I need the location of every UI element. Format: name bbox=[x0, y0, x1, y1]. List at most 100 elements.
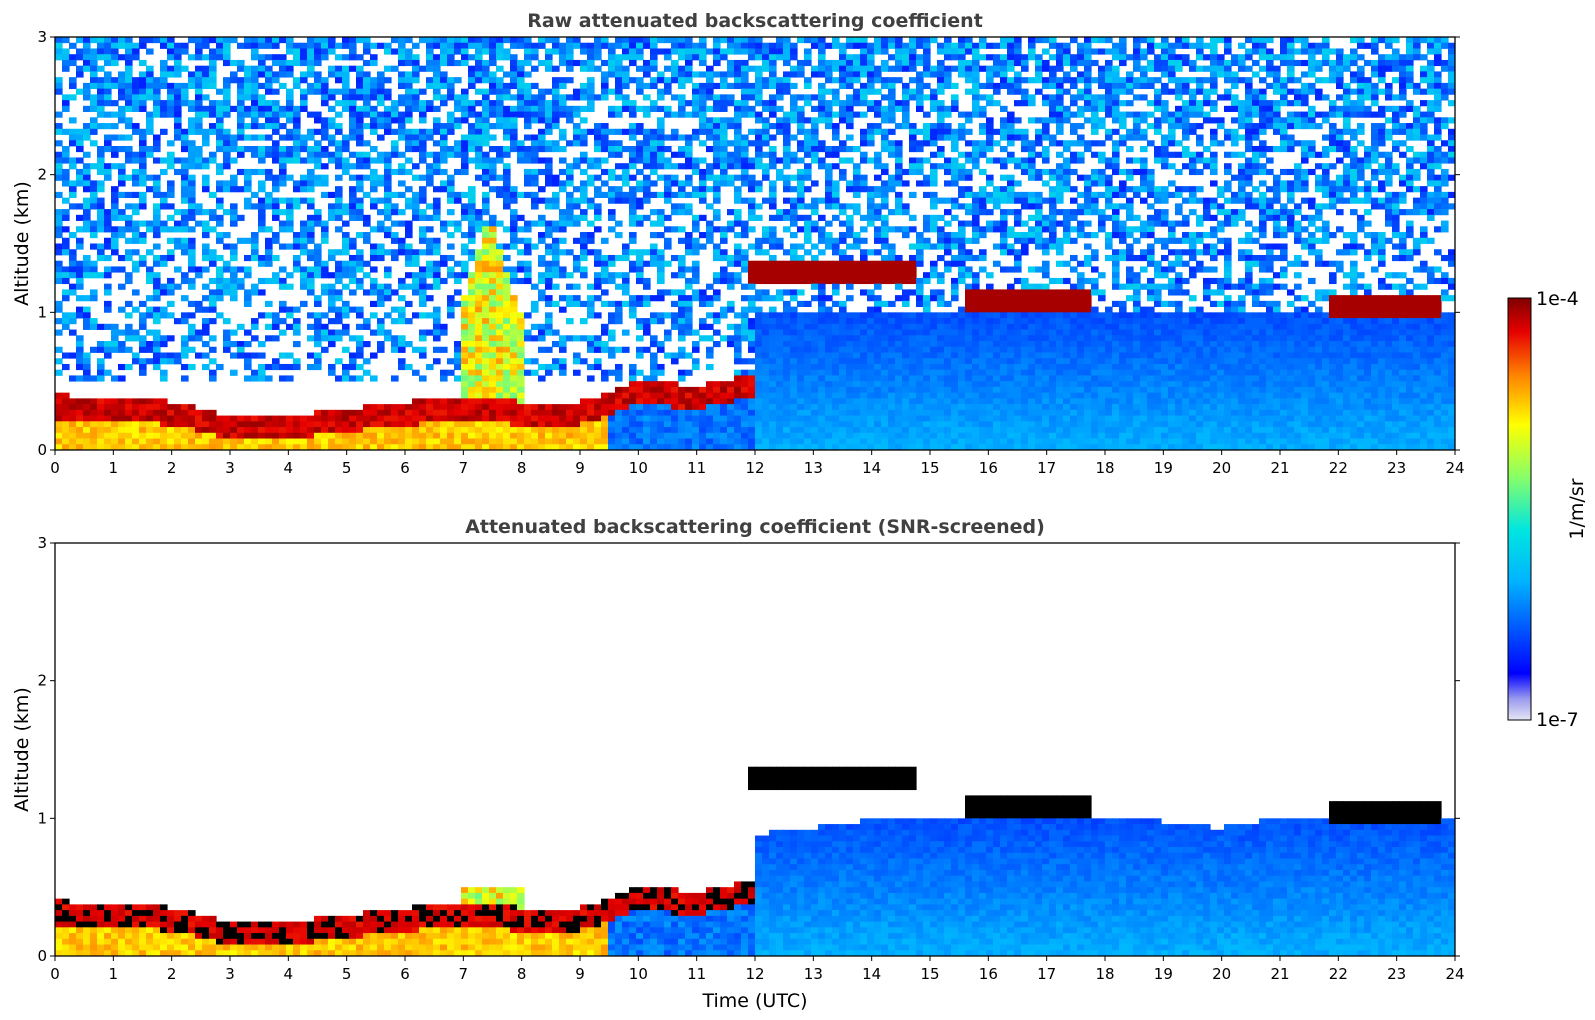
heatmap-cell bbox=[818, 289, 826, 296]
heatmap-cell bbox=[62, 54, 70, 61]
heatmap-cell bbox=[279, 352, 287, 359]
heatmap-cell bbox=[356, 323, 364, 330]
heatmap-cell bbox=[132, 421, 140, 428]
heatmap-cell bbox=[286, 283, 294, 290]
heatmap-cell bbox=[90, 398, 98, 405]
heatmap-cell bbox=[188, 151, 196, 158]
heatmap-cell bbox=[720, 381, 728, 388]
heatmap-cell bbox=[174, 427, 182, 434]
heatmap-cell bbox=[517, 346, 525, 353]
heatmap-cell bbox=[545, 105, 553, 112]
heatmap-cell bbox=[678, 409, 686, 416]
heatmap-cell bbox=[475, 318, 483, 325]
heatmap-cell bbox=[405, 404, 413, 411]
heatmap-cell bbox=[90, 318, 98, 325]
heatmap-cell bbox=[559, 128, 567, 135]
heatmap-cell bbox=[510, 117, 518, 124]
heatmap-cell bbox=[188, 409, 196, 416]
heatmap-cell bbox=[251, 237, 259, 244]
heatmap-cell bbox=[272, 54, 280, 61]
heatmap-cell bbox=[335, 209, 343, 216]
heatmap-cell bbox=[181, 341, 189, 348]
heatmap-cell bbox=[797, 191, 805, 199]
heatmap-cell bbox=[426, 444, 434, 450]
heatmap-cell bbox=[671, 358, 679, 365]
heatmap-cell bbox=[762, 427, 770, 434]
heatmap-cell bbox=[762, 318, 770, 325]
heatmap-cell bbox=[790, 48, 798, 55]
heatmap-cell bbox=[538, 415, 546, 422]
heatmap-cell bbox=[503, 369, 511, 376]
heatmap-cell bbox=[706, 123, 714, 130]
heatmap-cell bbox=[489, 100, 497, 107]
heatmap-cell bbox=[692, 358, 700, 365]
heatmap-cell bbox=[83, 48, 91, 55]
heatmap-cell bbox=[321, 432, 329, 439]
heatmap-cell bbox=[517, 82, 525, 90]
heatmap-cell bbox=[818, 398, 826, 405]
heatmap-cell bbox=[328, 48, 336, 55]
heatmap-cell bbox=[202, 421, 210, 428]
heatmap-cell bbox=[636, 88, 644, 95]
heatmap-cell bbox=[447, 123, 455, 130]
heatmap-cell bbox=[328, 369, 336, 376]
heatmap-cell bbox=[104, 209, 112, 216]
heatmap-cell bbox=[293, 123, 301, 130]
heatmap-cell bbox=[629, 191, 637, 199]
heatmap-cell bbox=[503, 432, 511, 439]
heatmap-cell bbox=[419, 214, 427, 221]
heatmap-cell bbox=[489, 432, 497, 439]
heatmap-cell bbox=[538, 197, 546, 204]
heatmap-cell bbox=[293, 111, 301, 118]
heatmap-cell bbox=[755, 134, 763, 141]
heatmap-cell bbox=[342, 363, 350, 371]
heatmap-cell bbox=[538, 277, 546, 285]
heatmap-cell bbox=[146, 249, 154, 256]
heatmap-cell bbox=[776, 335, 784, 342]
heatmap-cell bbox=[426, 421, 434, 428]
heatmap-cell bbox=[678, 272, 686, 279]
heatmap-cell bbox=[580, 82, 588, 90]
heatmap-cell bbox=[104, 226, 112, 233]
heatmap-cell bbox=[55, 260, 63, 267]
heatmap-cell bbox=[678, 323, 686, 330]
heatmap-cell bbox=[279, 37, 287, 44]
heatmap-cell bbox=[825, 65, 833, 72]
heatmap-cell bbox=[552, 404, 560, 411]
heatmap-cell bbox=[790, 174, 798, 181]
heatmap-cell bbox=[286, 48, 294, 55]
heatmap-cell bbox=[797, 71, 805, 78]
heatmap-cell bbox=[517, 421, 525, 428]
heatmap-cell bbox=[531, 82, 539, 90]
heatmap-cell bbox=[797, 335, 805, 342]
heatmap-cell bbox=[552, 203, 560, 210]
heatmap-cell bbox=[678, 71, 686, 78]
heatmap-cell bbox=[615, 398, 623, 405]
heatmap-cell bbox=[293, 237, 301, 244]
heatmap-cell bbox=[62, 151, 70, 158]
heatmap-cell bbox=[447, 111, 455, 118]
heatmap-cell bbox=[398, 94, 406, 101]
heatmap-cell bbox=[622, 404, 630, 411]
heatmap-cell bbox=[412, 140, 420, 147]
heatmap-cell bbox=[762, 249, 770, 256]
heatmap-cell bbox=[762, 358, 770, 365]
heatmap-cell bbox=[335, 186, 343, 193]
heatmap-cell bbox=[90, 346, 98, 353]
heatmap-cell bbox=[818, 306, 826, 313]
heatmap-cell bbox=[601, 37, 609, 44]
heatmap-cell bbox=[664, 427, 672, 434]
heatmap-cell bbox=[783, 134, 791, 141]
heatmap-cell bbox=[762, 226, 770, 233]
heatmap-cell bbox=[223, 180, 231, 187]
heatmap-cell bbox=[664, 186, 672, 193]
heatmap-cell bbox=[342, 220, 350, 227]
heatmap-cell bbox=[615, 42, 623, 49]
heatmap-cell bbox=[461, 88, 469, 95]
heatmap-cell bbox=[153, 438, 161, 445]
heatmap-cell bbox=[818, 335, 826, 342]
heatmap-cell bbox=[545, 111, 553, 118]
heatmap-cell bbox=[797, 37, 805, 44]
heatmap-cell bbox=[720, 237, 728, 244]
heatmap-cell bbox=[692, 111, 700, 118]
